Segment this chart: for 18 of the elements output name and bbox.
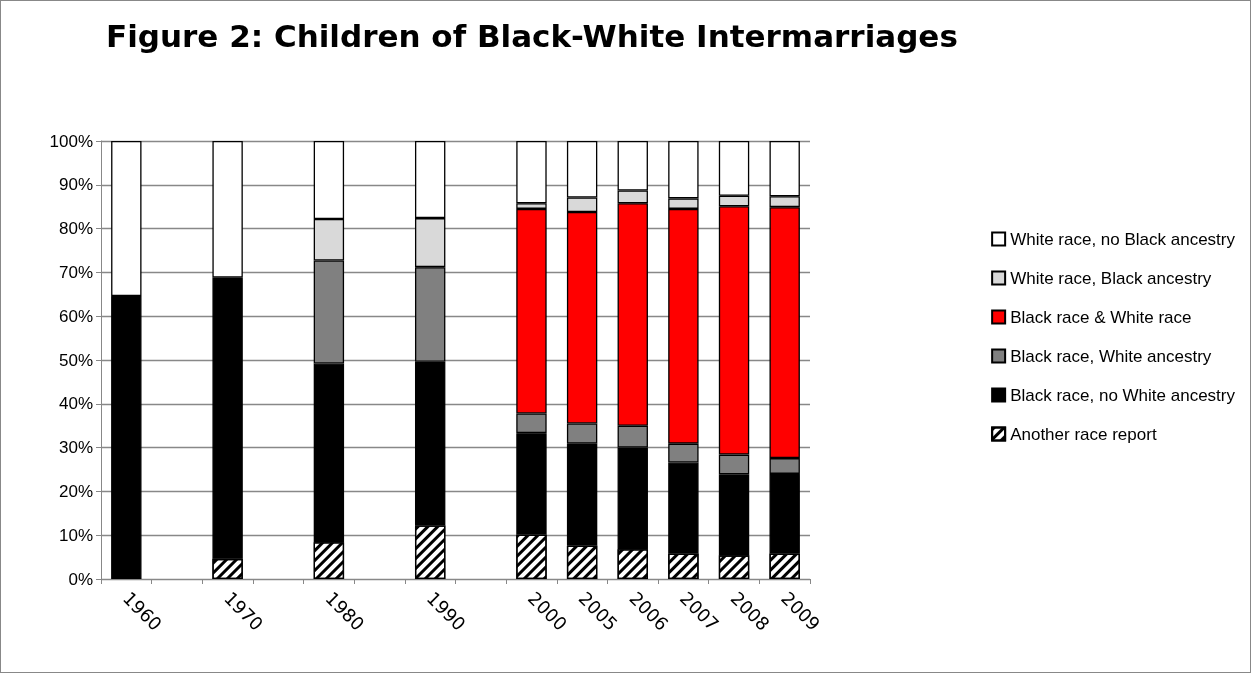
legend-label: Black race & White race: [1010, 307, 1192, 327]
y-tick-label: 70%: [58, 262, 93, 282]
legend-label: Black race, no White ancestry: [1010, 385, 1236, 405]
y-tick-label: 20%: [58, 481, 93, 501]
y-tick-label: 30%: [58, 438, 93, 458]
legend-label: Black race, White ancestry: [1010, 346, 1212, 366]
y-tick-label: 40%: [58, 394, 93, 414]
legend-label: White race, no Black ancestry: [1010, 229, 1236, 249]
legend-label: White race, Black ancestry: [1010, 268, 1212, 288]
y-tick-label: 90%: [58, 175, 93, 195]
y-tick-label: 100%: [49, 131, 93, 151]
y-tick-label: 10%: [58, 525, 93, 545]
chart-title: Figure 2: Children of Black-White Intermarriages: [106, 17, 958, 54]
y-tick-label: 60%: [58, 306, 93, 326]
y-tick-label: 0%: [68, 569, 93, 589]
legend-label: Another race report: [1010, 424, 1157, 444]
y-tick-label: 80%: [58, 219, 93, 239]
y-tick-label: 50%: [58, 350, 93, 370]
